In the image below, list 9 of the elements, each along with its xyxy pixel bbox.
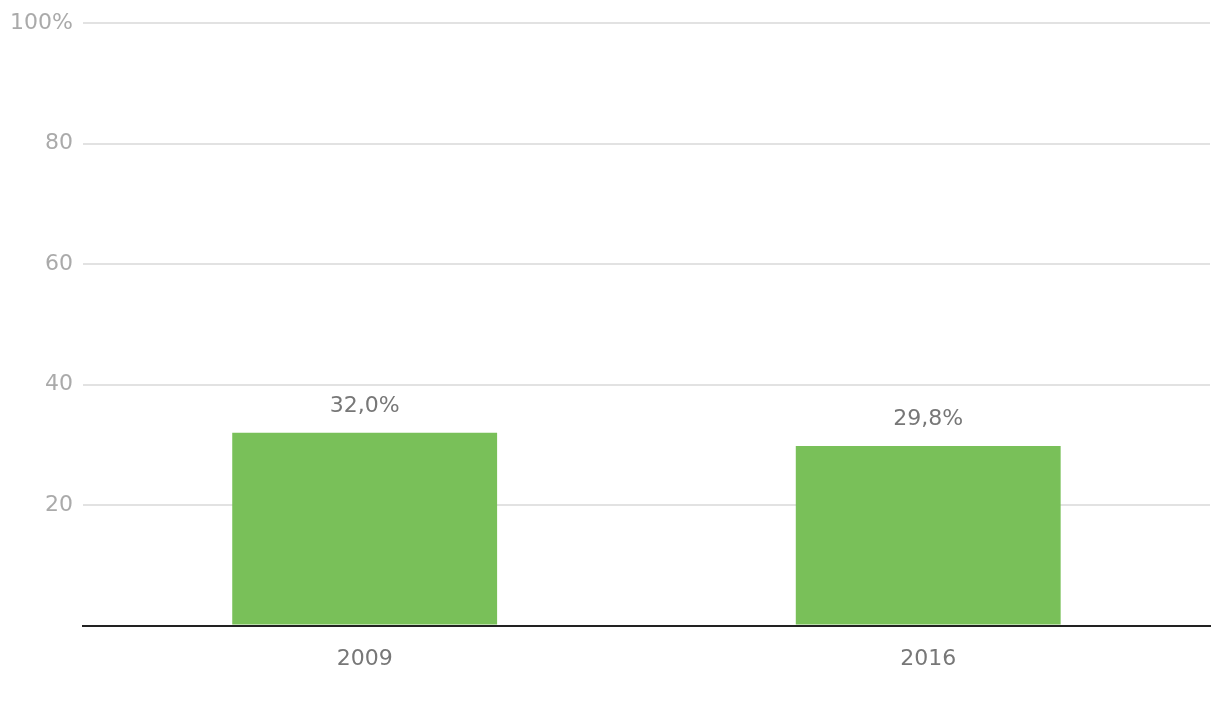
y-tick-label: 40 [44,370,73,396]
data-label: 32,0% [329,391,400,417]
x-tick-label: 2016 [900,644,957,670]
y-tick-label: 100% [9,8,73,34]
y-tick-label: 80 [44,129,73,155]
x-tick-label: 2009 [336,644,393,670]
y-tick-label: 20 [44,490,73,516]
y-tick-label: 60 [44,249,73,275]
data-label: 29,8% [893,404,964,430]
